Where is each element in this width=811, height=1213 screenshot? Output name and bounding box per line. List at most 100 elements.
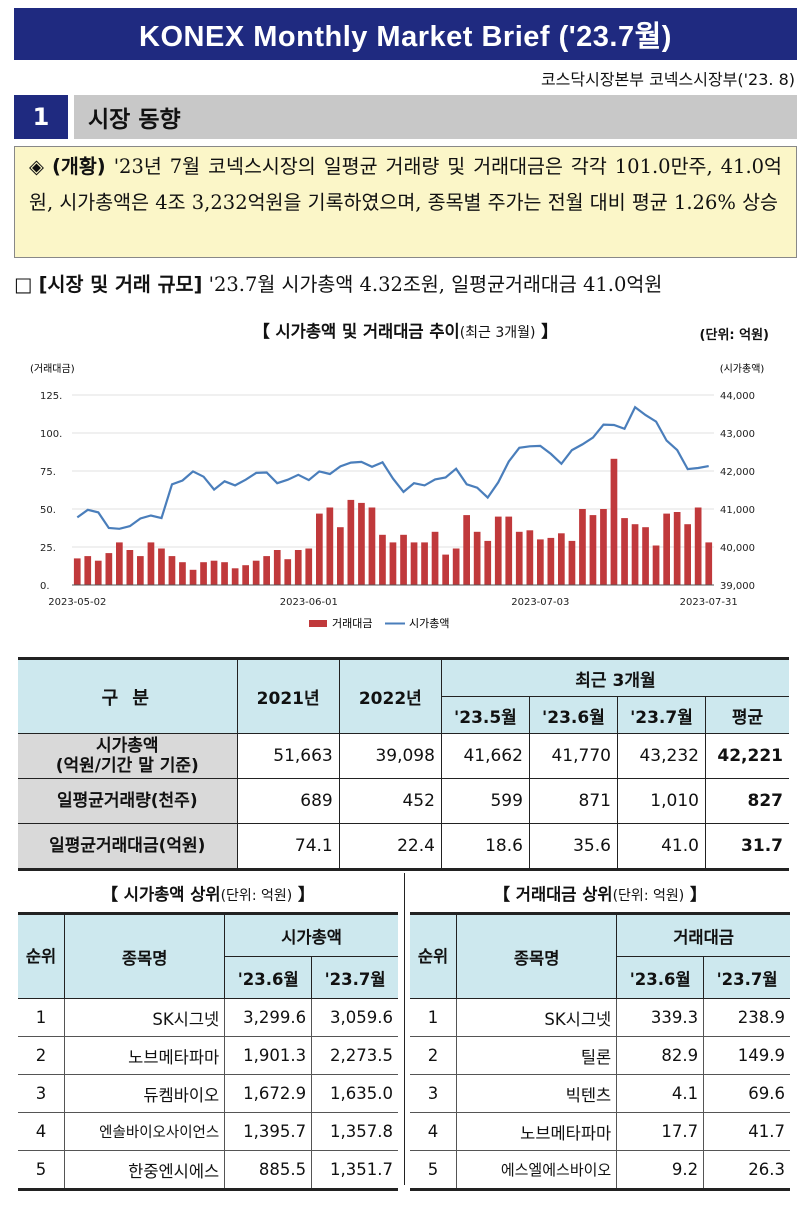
rank-cell: 5 — [18, 1150, 65, 1191]
bar — [589, 515, 597, 585]
bar — [410, 542, 418, 585]
bar — [137, 556, 144, 585]
table-row: 3 빅텐츠 4.1 69.6 — [410, 1074, 790, 1113]
header-rank: 순위 — [18, 912, 66, 999]
bar — [316, 513, 323, 585]
bar — [705, 542, 713, 585]
value-cell: 9.2 — [616, 1150, 705, 1191]
market-chart: (거래대금) (시가총액) 125. 100. 75. 50. 25. 0. 44,000 4… — [30, 363, 764, 630]
rank-cell: 5 — [410, 1150, 457, 1191]
bar — [621, 518, 628, 585]
value-cell: 69.6 — [703, 1074, 790, 1113]
cell-value: 871 — [528, 778, 618, 824]
summary-bullet: ◈ — [29, 155, 44, 178]
value-cell: 17.7 — [616, 1112, 705, 1151]
rank-cell: 3 — [410, 1074, 457, 1113]
table-row: 시가총액 (억원/기간 말 기준) 51,663 39,098 41,662 41… — [18, 733, 789, 779]
header-july: '23.7월 — [616, 696, 706, 734]
right-tick-label: 43,000 — [720, 429, 755, 440]
table-row: 3 듀켐바이오 1,672.9 1,635.0 — [18, 1074, 398, 1113]
bar — [463, 515, 470, 585]
bar — [368, 507, 376, 585]
stock-name-cell: 틸론 — [456, 1036, 618, 1075]
header-july: '23.7월 — [703, 956, 790, 999]
chart-axes: 125. 100. 75. 50. 25. 0. 44,000 43,000 42,000 41,… — [40, 391, 755, 608]
stock-name-cell: 노브메타파마 — [64, 1036, 226, 1075]
trade-rank-title-close: 】 — [684, 885, 707, 904]
cell-value: 41,662 — [440, 733, 530, 779]
trade-rank-title-note: (단위: 억원) — [612, 888, 685, 904]
bar — [673, 512, 681, 585]
cap-rank-title-note: (단위: 억원) — [220, 888, 293, 904]
stock-name-cell: 노브메타파마 — [456, 1112, 618, 1151]
column-divider — [404, 873, 405, 1185]
bar — [442, 554, 449, 585]
value-cell: 1,357.8 — [311, 1112, 398, 1151]
bar — [189, 569, 197, 585]
header-2022: 2022년 — [338, 657, 442, 734]
header-june: '23.6월 — [224, 956, 313, 999]
bar — [515, 531, 523, 585]
legend-line-label: 시가총액 — [409, 617, 449, 630]
cell-value: 18.6 — [440, 823, 530, 871]
value-cell: 4.1 — [616, 1074, 705, 1113]
row-label-line1: 시가총액 — [95, 736, 159, 756]
trade-rank-title-main: 【 거래대금 상위 — [493, 885, 613, 904]
rank-cell: 2 — [18, 1036, 65, 1075]
bar — [116, 542, 123, 585]
value-cell: 1,395.7 — [224, 1112, 313, 1151]
right-tick-label: 44,000 — [720, 391, 755, 402]
value-cell: 3,059.6 — [311, 998, 398, 1037]
value-cell: 149.9 — [703, 1036, 790, 1075]
value-cell: 238.9 — [703, 998, 790, 1037]
cap-rank-table: 순위 종목명 시가총액 '23.6월 '23.7월 1 SK시그넷 3,299.6 3… — [18, 912, 398, 1191]
chart-unit: (단위: 억원) — [699, 328, 769, 343]
bar — [337, 527, 344, 585]
value-cell: 1,351.7 — [311, 1150, 398, 1191]
chart-grid — [72, 394, 714, 548]
value-cell: 1,635.0 — [311, 1074, 398, 1113]
bar — [347, 499, 355, 585]
header-june: '23.6월 — [616, 956, 705, 999]
stock-name-cell: 에스엘에스바이오 — [456, 1150, 618, 1191]
bar — [400, 534, 407, 585]
cell-value: 41.0 — [616, 823, 706, 871]
market-cap-line — [76, 405, 709, 530]
bar — [484, 540, 492, 585]
market-summary-table: 구 분 2021년 2022년 최근 3개월 '23.5월 '23.6월 '23… — [18, 657, 789, 871]
table-row: 4 엔솔바이오사이언스 1,395.7 1,357.8 — [18, 1112, 398, 1151]
bar — [526, 530, 534, 585]
checkbox-square-icon: □ — [14, 273, 33, 296]
value-cell: 339.3 — [616, 998, 705, 1037]
header-june: '23.6월 — [528, 696, 618, 734]
bar — [231, 568, 239, 585]
cell-value: 35.6 — [528, 823, 618, 871]
table-row: 1 SK시그넷 3,299.6 3,059.6 — [18, 998, 398, 1037]
table-row: 1 SK시그넷 339.3 238.9 — [410, 998, 790, 1037]
left-tick-label: 75. — [40, 467, 56, 478]
row-label-volume: 일평균거래량(천주) — [18, 778, 238, 824]
x-tick-label: 2023-07-31 — [680, 597, 738, 608]
bar — [684, 524, 691, 585]
header-stock-name: 종목명 — [456, 912, 618, 999]
bar — [452, 548, 460, 585]
cell-average: 827 — [704, 778, 789, 824]
cell-average: 31.7 — [704, 823, 789, 871]
bar — [494, 516, 502, 585]
section-number: 1 — [14, 95, 68, 139]
bar — [568, 540, 576, 585]
cell-value: 22.4 — [338, 823, 442, 871]
bar — [105, 553, 113, 585]
bar — [326, 507, 334, 585]
section-title: 시장 동향 — [74, 95, 797, 139]
bar — [73, 558, 81, 585]
header-market-cap: 시가총액 — [224, 912, 398, 957]
chart-title-note: (최근 3개월) — [459, 325, 536, 341]
cell-value: 1,010 — [616, 778, 706, 824]
row-label-line2: (억원/기간 말 기준) — [55, 756, 199, 776]
header-stock-name: 종목명 — [64, 912, 226, 999]
left-tick-label: 25. — [40, 543, 56, 554]
bar — [179, 562, 186, 585]
bar — [652, 545, 660, 585]
right-tick-label: 41,000 — [720, 505, 755, 516]
